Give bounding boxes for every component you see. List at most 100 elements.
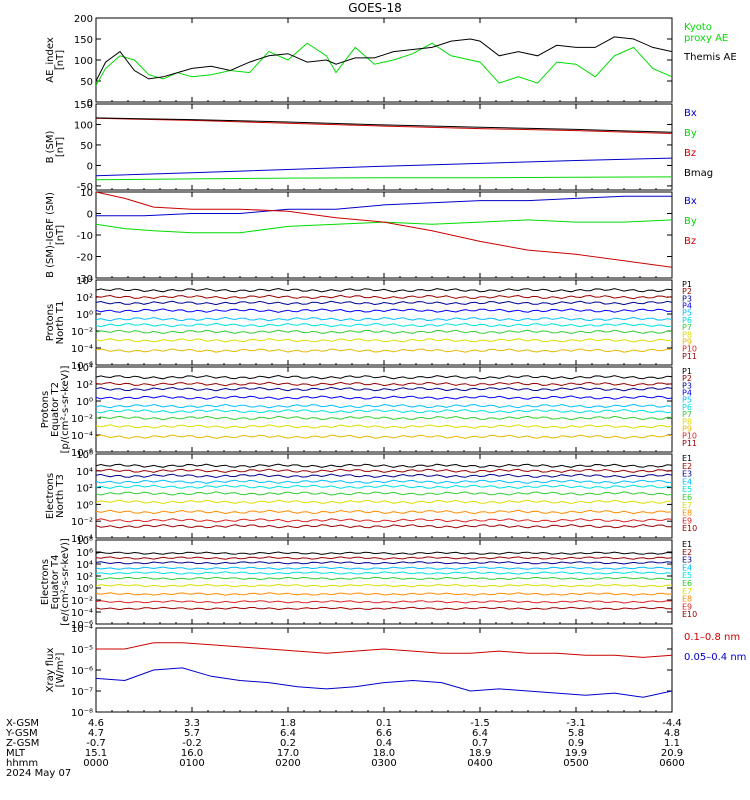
x-row-value: 5.7 bbox=[184, 728, 200, 739]
series-line-E6 bbox=[96, 491, 672, 496]
y-tick-label: 10⁻⁴ bbox=[71, 344, 93, 355]
series-line-Bmag bbox=[96, 117, 672, 133]
x-row-value: 0000 bbox=[83, 758, 108, 769]
channel-label-E7: E7 bbox=[682, 587, 692, 596]
channel-label-E6: E6 bbox=[682, 579, 692, 588]
series-line-0.1-0.8 nm bbox=[96, 642, 672, 658]
series-line-Kyoto proxy AE bbox=[96, 42, 672, 86]
x-row-value: 0500 bbox=[563, 758, 588, 769]
y-tick-label: -20 bbox=[77, 253, 93, 264]
channel-label-E4: E4 bbox=[682, 477, 692, 486]
series-line-P1 bbox=[96, 287, 672, 293]
series-group bbox=[96, 287, 672, 353]
series-line-E1 bbox=[96, 463, 672, 468]
channel-label-E1: E1 bbox=[682, 454, 692, 463]
x-row-value: 16.0 bbox=[181, 748, 203, 759]
series-line-P5 bbox=[96, 403, 672, 409]
legend-label-Kyoto proxy AE: Kyoto bbox=[684, 22, 712, 33]
channel-label-E8: E8 bbox=[682, 595, 692, 604]
series-line-P6 bbox=[96, 322, 672, 328]
x-row-value: 18.0 bbox=[373, 748, 395, 759]
y-tick-label: 10⁻² bbox=[71, 517, 93, 528]
y-tick-label: 10⁻⁴ bbox=[71, 534, 93, 545]
x-row-value: 0.7 bbox=[472, 738, 488, 749]
y-axis-label: [W/m²] bbox=[55, 652, 66, 687]
channel-label-P4: P4 bbox=[682, 389, 692, 398]
x-row-value: 20.9 bbox=[661, 748, 683, 759]
series-line-P3 bbox=[96, 300, 672, 306]
channel-label-P8: P8 bbox=[682, 330, 692, 339]
x-row-value: 5.8 bbox=[568, 728, 584, 739]
channel-label-P5: P5 bbox=[682, 396, 692, 405]
y-tick-label: 150 bbox=[74, 100, 93, 111]
channel-label-E2: E2 bbox=[682, 462, 692, 471]
series-line-E7 bbox=[96, 499, 672, 505]
y-tick-label: 10⁻⁶ bbox=[71, 448, 93, 459]
series-line-Bz bbox=[96, 117, 672, 134]
x-row-label-Z-GSM: Z-GSM bbox=[6, 738, 39, 749]
series-line-By bbox=[96, 219, 672, 234]
channel-label-E10: E10 bbox=[682, 524, 697, 533]
x-row-value: 0300 bbox=[371, 758, 396, 769]
legend-label-Bz: Bz bbox=[684, 236, 696, 247]
y-axis-label: [p/(cm²-s-sr-keV)] bbox=[60, 366, 71, 454]
channel-label-P6: P6 bbox=[682, 316, 692, 325]
series-line-Themis AE bbox=[96, 36, 672, 82]
x-row-value: 0.4 bbox=[376, 738, 392, 749]
channel-label-E1: E1 bbox=[682, 540, 692, 549]
y-axis-label: B (SM)-IGRF (SM) bbox=[45, 192, 56, 278]
channel-label-P3: P3 bbox=[682, 294, 692, 303]
series-group bbox=[96, 463, 672, 529]
channel-label-P3: P3 bbox=[682, 381, 692, 390]
y-axis-label: AE_index bbox=[45, 37, 56, 83]
y-tick-label: 100 bbox=[74, 120, 93, 131]
y-tick-label: 10⁰ bbox=[76, 500, 93, 511]
series-line-P4 bbox=[96, 308, 672, 313]
y-axis-label: [e/(cm²-s-sr-keV)] bbox=[60, 538, 71, 626]
panel-3: -30 -20 -10 0 10 B (SM)-IGRF (SM) [nT] Bx By Bz bbox=[45, 188, 697, 285]
series-line-P8 bbox=[96, 424, 672, 429]
legend-label-By: By bbox=[684, 128, 697, 139]
series-group bbox=[96, 551, 672, 611]
y-axis-label: B (SM) bbox=[45, 130, 56, 163]
y-tick-label: 10⁴ bbox=[76, 467, 93, 478]
series-line-E8 bbox=[96, 509, 672, 515]
series-line-Bx bbox=[96, 157, 672, 177]
y-tick-label: -10 bbox=[77, 231, 93, 242]
x-row-value: 0.2 bbox=[280, 738, 296, 749]
y-tick-label: 0 bbox=[87, 161, 93, 172]
channel-label-P4: P4 bbox=[682, 302, 692, 311]
series-line-E3 bbox=[96, 473, 672, 479]
x-row-value: 4.8 bbox=[664, 728, 680, 739]
x-row-value: 0100 bbox=[179, 758, 204, 769]
channel-label-P11: P11 bbox=[682, 439, 697, 448]
y-tick-label: 10⁴ bbox=[76, 276, 93, 287]
legend-label-Bx: Bx bbox=[684, 108, 697, 119]
x-row-value: 1.8 bbox=[280, 718, 296, 729]
channel-label-E3: E3 bbox=[682, 470, 692, 479]
channel-label-E10: E10 bbox=[682, 610, 697, 619]
channel-label-P5: P5 bbox=[682, 309, 692, 318]
series-line-P3 bbox=[96, 386, 672, 392]
y-axis-label: Electrons bbox=[40, 559, 51, 605]
y-tick-label: 10⁴ bbox=[76, 560, 93, 571]
x-row-value: 0.9 bbox=[568, 738, 584, 749]
series-group bbox=[96, 642, 672, 698]
x-row-value: 3.3 bbox=[184, 718, 200, 729]
channel-label-E7: E7 bbox=[682, 501, 692, 510]
series-line-P5 bbox=[96, 316, 672, 322]
series-line-Bz bbox=[96, 192, 672, 268]
y-tick-label: 10⁻⁷ bbox=[71, 687, 93, 698]
series-line-E2 bbox=[96, 556, 672, 560]
legend-label-By: By bbox=[684, 216, 697, 227]
y-axis-label: [nT] bbox=[55, 225, 66, 245]
series-line-E6 bbox=[96, 576, 672, 581]
legend-label-Themis AE: Themis AE bbox=[683, 52, 737, 63]
channel-label-P1: P1 bbox=[682, 367, 692, 376]
channel-label-E9: E9 bbox=[682, 602, 692, 611]
legend-label-Bmag: Bmag bbox=[684, 168, 713, 179]
y-tick-label: 0 bbox=[87, 210, 93, 221]
series-line-P9 bbox=[96, 348, 672, 353]
